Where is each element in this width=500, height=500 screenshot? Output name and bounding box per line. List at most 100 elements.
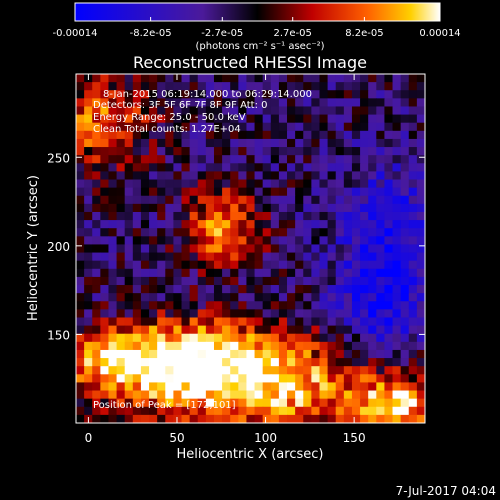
heatmap-cell	[327, 349, 337, 359]
heatmap-cell	[319, 293, 329, 302]
heatmap-cell	[270, 406, 280, 416]
heatmap-cell	[132, 203, 142, 213]
heatmap-cell	[319, 260, 329, 270]
heatmap-cell	[351, 220, 361, 229]
heatmap-cell	[327, 268, 337, 278]
heatmap-cell	[213, 260, 223, 270]
heatmap-cell	[140, 163, 150, 172]
heatmap-cell	[230, 147, 239, 156]
heatmap-cell	[108, 349, 118, 359]
heatmap-cell	[189, 236, 199, 245]
heatmap-cell	[213, 236, 223, 245]
heatmap-cell	[181, 414, 191, 424]
heatmap-cell	[181, 349, 191, 359]
heatmap-cell	[92, 293, 101, 302]
heatmap-cell	[222, 203, 231, 213]
heatmap-cell	[351, 203, 361, 213]
heatmap-cell	[278, 398, 288, 408]
heatmap-cell	[132, 366, 142, 375]
heatmap-cell	[303, 374, 312, 383]
heatmap-cell	[360, 220, 369, 229]
heatmap-cell	[335, 114, 345, 124]
heatmap-cell	[173, 349, 183, 359]
heatmap-cell	[189, 171, 199, 181]
heatmap-cell	[140, 406, 150, 416]
heatmap-cell	[343, 98, 353, 107]
heatmap-cell	[157, 138, 166, 148]
heatmap-cell	[278, 285, 288, 294]
heatmap-cell	[140, 398, 150, 408]
heatmap-cell	[408, 74, 418, 83]
heatmap-cell	[222, 382, 231, 392]
heatmap-cell	[92, 252, 101, 262]
heatmap-cell	[205, 163, 215, 172]
heatmap-cell	[149, 203, 158, 213]
heatmap-cell	[327, 325, 337, 335]
heatmap-cell	[100, 333, 109, 343]
heatmap-cell	[408, 260, 418, 270]
heatmap-cell	[189, 211, 199, 221]
heatmap-cell	[189, 285, 199, 294]
heatmap-cell	[100, 211, 109, 221]
heatmap-cell	[222, 374, 231, 383]
heatmap-cell	[335, 414, 345, 424]
heatmap-cell	[222, 317, 231, 327]
heatmap-cell	[132, 382, 142, 392]
heatmap-cell	[254, 260, 264, 270]
heatmap-cell	[92, 309, 101, 318]
heatmap-cell	[351, 268, 361, 278]
heatmap-cell	[181, 195, 191, 205]
heatmap-cell	[181, 122, 191, 132]
heatmap-cell	[238, 333, 247, 343]
heatmap-cell	[319, 90, 329, 99]
heatmap-cell	[116, 406, 126, 416]
heatmap-cell	[181, 406, 191, 416]
heatmap-cell	[100, 390, 109, 400]
heatmap-cell	[246, 171, 256, 181]
heatmap-cell	[230, 358, 239, 367]
heatmap-cell	[140, 285, 150, 294]
heatmap-cell	[173, 98, 183, 107]
heatmap-cell	[287, 366, 296, 375]
heatmap-cell	[384, 171, 394, 181]
heatmap-cell	[376, 285, 385, 294]
heatmap-cell	[205, 244, 215, 254]
heatmap-cell	[376, 374, 385, 383]
heatmap-cell	[149, 244, 158, 254]
heatmap-cell	[238, 252, 247, 262]
heatmap-cell	[222, 366, 231, 375]
heatmap-cell	[213, 366, 223, 375]
heatmap-cell	[213, 333, 223, 343]
heatmap-cell	[303, 147, 312, 156]
heatmap-cell	[351, 187, 361, 197]
heatmap-cell	[262, 276, 272, 286]
heatmap-cell	[181, 211, 191, 221]
heatmap-cell	[392, 349, 402, 359]
heatmap-cell	[400, 382, 410, 392]
heatmap-cell	[311, 390, 320, 400]
heatmap-cell	[335, 171, 345, 181]
heatmap-cell	[351, 341, 361, 351]
heatmap-cell	[351, 163, 361, 172]
heatmap-cell	[270, 155, 280, 164]
heatmap-cell	[92, 74, 101, 83]
heatmap-cell	[335, 195, 345, 205]
heatmap-cell	[400, 114, 410, 124]
heatmap-cell	[392, 366, 402, 375]
heatmap-cell	[319, 309, 329, 318]
heatmap-cell	[165, 236, 174, 245]
colorbar-tick-label: -0.00014	[53, 28, 98, 39]
heatmap-cell	[368, 268, 377, 278]
heatmap-cell	[222, 122, 231, 132]
heatmap-cell	[400, 211, 410, 221]
heatmap-cell	[343, 285, 353, 294]
heatmap-cell	[351, 74, 361, 83]
heatmap-cell	[246, 414, 256, 424]
heatmap-cell	[295, 179, 304, 189]
heatmap-cell	[360, 252, 369, 262]
heatmap-cell	[149, 90, 158, 99]
heatmap-cell	[376, 260, 385, 270]
heatmap-cell	[270, 268, 280, 278]
heatmap-cell	[116, 301, 126, 310]
